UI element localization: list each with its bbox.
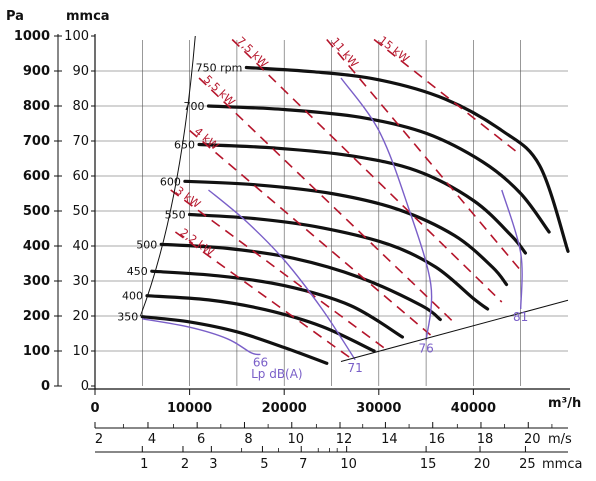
pa-tick-label: 500	[23, 204, 50, 219]
sound-level-line	[340, 77, 433, 341]
dyn-pressure-tick-label: 2	[181, 457, 189, 472]
power-line-label: 5,5 kW	[201, 73, 238, 109]
velocity-tick-label: 18	[477, 432, 494, 447]
flow-tick-label: 20000	[262, 401, 307, 416]
velocity-tick-label: 8	[244, 432, 252, 447]
pa-tick-label: 900	[23, 64, 50, 79]
pa-axis-title: Pa	[6, 9, 24, 24]
fan-curve	[206, 104, 551, 234]
dyn-pressure-tick-label: 20	[474, 457, 491, 472]
power-line	[189, 129, 432, 336]
mmca-tick-label: 0	[81, 379, 89, 394]
pa-tick-label: 200	[23, 309, 50, 324]
power-line-label: 3 kW	[173, 184, 203, 211]
velocity-tick-label: 10	[287, 432, 304, 447]
mmca-tick-label: 50	[72, 204, 89, 219]
fan-curve-label: 350	[117, 311, 138, 324]
pa-tick-label: 400	[23, 239, 50, 254]
pa-tick-label: 700	[23, 134, 50, 149]
power-line	[231, 38, 503, 303]
power-line-label: 11 kW	[328, 35, 360, 70]
dyn-pressure-tick-label: 7	[299, 457, 307, 472]
limit-line	[340, 299, 569, 362]
sound-unit-label: Lp dB(A)	[251, 367, 303, 381]
dyn-pressure-tick-label: 5	[260, 457, 268, 472]
sound-level-lines	[142, 77, 523, 361]
fan-curves	[140, 65, 570, 365]
mmca-tick-label: 20	[72, 309, 89, 324]
sound-level-label: 66	[253, 356, 268, 370]
fan-curve-label: 700	[184, 100, 205, 113]
fan-curve	[244, 65, 570, 253]
velocity-axis-unit: m/s	[548, 432, 572, 447]
mmca-axis-title: mmca	[66, 9, 110, 24]
velocity-tick-label: 6	[197, 432, 205, 447]
velocity-tick-label: 12	[336, 432, 353, 447]
sound-level-label: 76	[418, 342, 433, 356]
velocity-tick-label: 2	[95, 432, 103, 447]
sound-level-line	[142, 318, 261, 356]
power-line	[174, 231, 351, 359]
power-line	[170, 189, 389, 352]
power-lines	[170, 38, 522, 359]
fan-curve-label: 550	[165, 209, 186, 222]
mmca-tick-label: 10	[72, 344, 89, 359]
fan-curve	[150, 269, 404, 339]
velocity-tick-label: 14	[381, 432, 398, 447]
fan-curve	[145, 294, 376, 353]
axes	[54, 34, 570, 453]
power-line	[198, 77, 456, 324]
pa-tick-label: 600	[23, 169, 50, 184]
fan-curve-label: 450	[127, 265, 148, 278]
mmca-tick-label: 30	[72, 274, 89, 289]
fan-curve-label: 500	[136, 238, 157, 251]
power-line-label: 2,2 kW	[178, 226, 217, 259]
pa-tick-label: 100	[23, 344, 50, 359]
pa-tick-label: 0	[41, 379, 50, 394]
velocity-tick-label: 20	[524, 432, 541, 447]
dyn-pressure-axis-unit: mmca	[542, 457, 582, 472]
mmca-tick-label: 60	[72, 169, 89, 184]
flow-tick-label: 30000	[356, 401, 401, 416]
pa-tick-label: 800	[23, 99, 50, 114]
fan-curve-label: 750 rpm	[196, 62, 243, 75]
flow-tick-label: 10000	[167, 401, 212, 416]
mmca-tick-label: 40	[72, 239, 89, 254]
fan-curve	[197, 142, 527, 255]
power-line	[373, 38, 522, 156]
flow-axis-unit: m³/h	[548, 396, 581, 411]
mmca-tick-label: 70	[72, 134, 89, 149]
velocity-tick-label: 16	[428, 432, 445, 447]
velocity-tick-label: 4	[148, 432, 156, 447]
grid	[95, 40, 568, 386]
flow-tick-label: 0	[90, 401, 99, 416]
stall-boundary-line	[139, 35, 196, 317]
dyn-pressure-tick-label: 3	[209, 457, 217, 472]
fan-curve	[159, 242, 442, 322]
fan-curve-label: 650	[174, 139, 195, 152]
fan-curve-label: 400	[122, 290, 143, 303]
pa-tick-label: 300	[23, 274, 50, 289]
mmca-tick-label: 100	[64, 29, 89, 44]
dyn-pressure-tick-label: 10	[340, 457, 357, 472]
sound-level-line	[208, 189, 356, 361]
dyn-pressure-tick-label: 15	[420, 457, 437, 472]
fan-curve	[188, 212, 490, 311]
fan-curve-label: 600	[160, 175, 181, 188]
mmca-tick-label: 80	[72, 99, 89, 114]
dyn-pressure-tick-label: 1	[140, 457, 148, 472]
pa-tick-label: 1000	[14, 29, 50, 44]
sound-level-label: 71	[348, 361, 363, 375]
power-line-label: 4 kW	[192, 125, 222, 153]
flow-tick-label: 40000	[451, 401, 496, 416]
power-line-label: 15 kW	[376, 34, 411, 66]
sound-level-line	[501, 189, 523, 310]
fan-curve	[140, 315, 329, 365]
sound-level-label: 81	[513, 310, 528, 324]
fan-curve	[183, 179, 509, 287]
dyn-pressure-tick-label: 25	[519, 457, 536, 472]
mmca-tick-label: 90	[72, 64, 89, 79]
